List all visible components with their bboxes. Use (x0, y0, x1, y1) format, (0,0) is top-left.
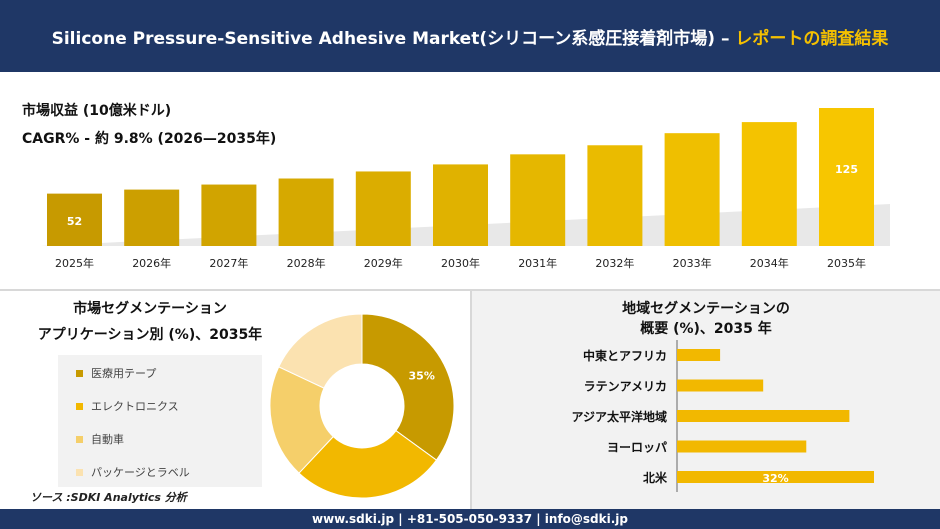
region-label: ヨーロッパ (607, 441, 667, 455)
region-label: 中東とアフリカ (583, 348, 667, 363)
legend-swatch (76, 402, 83, 410)
region-label: ラテンアメリカ (584, 380, 667, 394)
region-label: アジア太平洋地域 (571, 409, 667, 424)
x-tick-label: 2032年 (595, 256, 634, 270)
revenue-bar (355, 171, 411, 246)
donut-legend: 医療用テープ エレクトロニクス 自動車 パッケージとラベル (58, 355, 262, 487)
panel-divider (470, 291, 472, 509)
x-tick-label: 2034年 (750, 256, 789, 270)
x-tick-label: 2030年 (441, 256, 480, 270)
revenue-bar (741, 122, 797, 246)
region-bar (677, 379, 764, 392)
region-bar (677, 440, 807, 453)
legend-item: エレクトロニクス (76, 398, 179, 414)
contact-footer: www.sdki.jp | +81-505-050-9337 | info@sd… (0, 509, 940, 529)
market-revenue-section: 市場収益 (10億米ドル) CAGR% - 約 9.8% (2026—2035年… (0, 72, 940, 286)
section-divider (0, 289, 940, 291)
donut-slice (278, 313, 363, 389)
legend-label: エレクトロニクス (91, 400, 179, 413)
bar-data-label: 52 (67, 215, 82, 228)
donut-slice (361, 313, 455, 461)
header-title-accent: レポートの調査結果 (735, 28, 889, 49)
legend-item: パッケージとラベル (76, 464, 190, 480)
donut-slice (269, 366, 334, 474)
revenue-bar (47, 193, 102, 246)
x-tick-label: 2028年 (287, 256, 326, 270)
x-tick-label: 2031年 (518, 256, 557, 270)
x-tick-label: 2025年 (55, 256, 94, 270)
revenue-bar (587, 145, 643, 246)
application-donut-chart: 35% (269, 313, 455, 499)
legend-item: 医療用テープ (76, 365, 156, 381)
region-title-line2: 概要 (%)、2035 年 (640, 321, 772, 337)
report-header: Silicone Pressure-Sensitive Adhesive Mar… (0, 0, 940, 72)
x-tick-label: 2026年 (132, 256, 171, 270)
revenue-bar (278, 178, 334, 246)
segment-title-line2: アプリケーション別 (%)、2035年 (37, 327, 263, 343)
legend-swatch (76, 435, 83, 443)
donut-slice (298, 429, 438, 499)
legend-label: パッケージとラベル (91, 466, 190, 479)
legend-label: 医療用テープ (91, 367, 157, 380)
header-title: Silicone Pressure-Sensitive Adhesive Mar… (51, 28, 730, 49)
region-bar (677, 410, 850, 422)
source-note: ソース :SDKI Analytics 分析 (30, 491, 187, 504)
market-cagr-text: CAGR% - 約 9.8% (2026—2035年) (22, 131, 277, 147)
segment-title-line1: 市場セグメンテーション (73, 301, 227, 317)
legend-swatch (76, 468, 83, 476)
x-tick-label: 2035年 (827, 256, 866, 270)
x-tick-label: 2033年 (673, 256, 712, 270)
legend-item: 自動車 (76, 431, 124, 447)
region-bar (677, 349, 721, 361)
donut-data-label: 35% (409, 370, 435, 383)
revenue-bar (124, 189, 180, 246)
revenue-bar (433, 164, 488, 246)
bar-data-label: 125 (835, 163, 858, 176)
revenue-bar (664, 133, 720, 246)
x-tick-label: 2029年 (364, 256, 403, 270)
revenue-bar (819, 108, 874, 246)
market-revenue-title: 市場収益 (10億米ドル) (22, 103, 172, 119)
region-data-label: 32% (762, 472, 788, 485)
x-tick-label: 2027年 (209, 256, 248, 270)
legend-label: 自動車 (91, 433, 124, 446)
revenue-bar (201, 184, 257, 246)
region-title-line1: 地域セグメンテーションの (622, 301, 790, 317)
legend-swatch (76, 369, 83, 377)
region-bar (677, 471, 874, 483)
region-label: 北米 (643, 470, 668, 485)
revenue-bar (510, 154, 566, 246)
market-bar-chart: 2025年 52 2026年 2027年 2028年 2029年 2030年 2031年 203… (40, 108, 890, 270)
